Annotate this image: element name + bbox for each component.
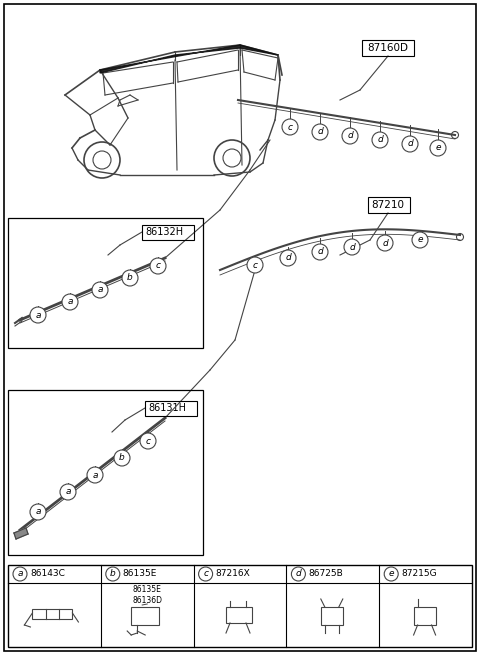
Text: d: d <box>349 242 355 252</box>
Text: d: d <box>347 132 353 141</box>
Bar <box>8 218 203 348</box>
Circle shape <box>312 244 328 260</box>
Bar <box>8 565 472 647</box>
Bar <box>32 609 72 619</box>
Circle shape <box>280 250 296 266</box>
Polygon shape <box>100 45 278 73</box>
Text: b: b <box>119 453 125 462</box>
Text: d: d <box>377 136 383 145</box>
Text: a: a <box>17 569 23 578</box>
Text: 86132H: 86132H <box>145 227 183 237</box>
Circle shape <box>30 307 46 323</box>
Bar <box>142 225 194 240</box>
Text: c: c <box>145 436 151 445</box>
Circle shape <box>150 258 166 274</box>
Text: 86135E
86136D: 86135E 86136D <box>132 585 162 605</box>
Circle shape <box>312 124 328 140</box>
Text: d: d <box>317 248 323 257</box>
Text: 87215G: 87215G <box>401 569 437 578</box>
Circle shape <box>384 567 398 581</box>
Circle shape <box>106 567 120 581</box>
Circle shape <box>114 450 130 466</box>
Text: 87160D: 87160D <box>368 43 408 53</box>
Text: 87216X: 87216X <box>216 569 251 578</box>
Circle shape <box>140 433 156 449</box>
Text: 86725B: 86725B <box>308 569 343 578</box>
Text: b: b <box>110 569 116 578</box>
Bar <box>321 607 343 625</box>
Text: a: a <box>92 470 98 479</box>
Text: c: c <box>288 122 292 132</box>
Circle shape <box>13 567 27 581</box>
Text: 86143C: 86143C <box>30 569 65 578</box>
Text: c: c <box>203 569 208 578</box>
Text: a: a <box>35 310 41 320</box>
Bar <box>8 390 203 555</box>
Text: d: d <box>296 569 301 578</box>
Circle shape <box>62 294 78 310</box>
Text: e: e <box>435 143 441 153</box>
Circle shape <box>402 136 418 152</box>
Bar <box>414 607 435 625</box>
Text: 86131H: 86131H <box>148 403 186 413</box>
Circle shape <box>282 119 298 135</box>
Text: b: b <box>127 274 133 282</box>
Text: a: a <box>35 508 41 517</box>
Text: e: e <box>417 236 423 244</box>
Circle shape <box>372 132 388 148</box>
Circle shape <box>412 232 428 248</box>
Bar <box>131 607 159 625</box>
Circle shape <box>122 270 138 286</box>
Text: 86135E: 86135E <box>123 569 157 578</box>
Text: d: d <box>382 238 388 248</box>
Text: c: c <box>252 261 257 269</box>
Text: c: c <box>156 261 160 271</box>
Text: d: d <box>317 128 323 136</box>
Bar <box>226 607 252 623</box>
Bar <box>145 401 197 416</box>
Circle shape <box>87 467 103 483</box>
Circle shape <box>377 235 393 251</box>
Polygon shape <box>14 528 28 539</box>
Circle shape <box>247 257 263 273</box>
Text: a: a <box>65 487 71 496</box>
Circle shape <box>30 504 46 520</box>
Circle shape <box>60 484 76 500</box>
Text: a: a <box>97 286 103 295</box>
Text: d: d <box>407 140 413 149</box>
Text: d: d <box>285 253 291 263</box>
Text: a: a <box>67 297 73 307</box>
Bar <box>368 197 410 213</box>
Text: e: e <box>388 569 394 578</box>
Circle shape <box>199 567 213 581</box>
Circle shape <box>342 128 358 144</box>
Circle shape <box>430 140 446 156</box>
Circle shape <box>344 239 360 255</box>
Text: 87210: 87210 <box>372 200 405 210</box>
Circle shape <box>291 567 305 581</box>
Circle shape <box>92 282 108 298</box>
Bar <box>362 40 414 56</box>
